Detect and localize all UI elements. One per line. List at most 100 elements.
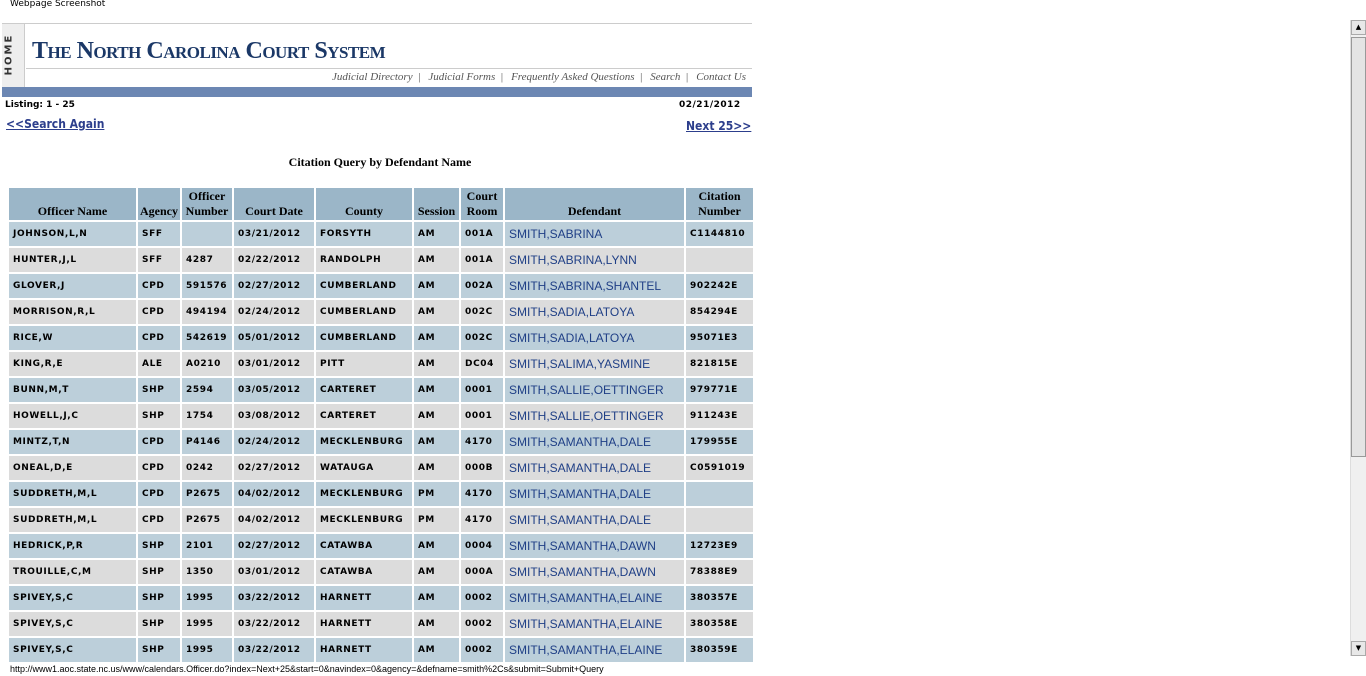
cell-agency: SFF [138, 248, 180, 272]
cell-court-room: 000B [461, 456, 503, 480]
cell-county: HARNETT [316, 612, 412, 636]
cell-session: AM [414, 352, 459, 376]
cell-defendant: SMITH,SADIA,LATOYA [505, 326, 684, 350]
defendant-link[interactable]: SMITH,SALIMA,YASMINE [509, 357, 651, 371]
cell-session: AM [414, 586, 459, 610]
defendant-link[interactable]: SMITH,SAMANTHA,DAWN [509, 539, 656, 553]
cell-court-date: 04/02/2012 [234, 508, 314, 532]
column-header-agency: Agency [138, 188, 180, 220]
scroll-up-button[interactable]: ▲ [1351, 20, 1366, 35]
site-logo[interactable]: The North Carolina Court System [32, 38, 386, 64]
defendant-link[interactable]: SMITH,SABRINA [509, 227, 603, 241]
cell-session: AM [414, 378, 459, 402]
defendant-link[interactable]: SMITH,SAMANTHA,DALE [509, 487, 652, 501]
top-nav: Judicial Directory | Judicial Forms | Freq… [332, 71, 746, 83]
nav-contact-us[interactable]: Contact Us [696, 71, 746, 83]
defendant-link[interactable]: SMITH,SAMANTHA,ELAINE [509, 591, 663, 605]
cell-citation-number: 179955E [686, 430, 753, 454]
cell-court-room: 4170 [461, 508, 503, 532]
cell-agency: ALE [138, 352, 180, 376]
cell-session: AM [414, 326, 459, 350]
table-row: HEDRICK,P,R SHP 2101 02/27/2012 CATAWBA AM 000… [9, 534, 753, 558]
cell-citation-number: C0591019 [686, 456, 753, 480]
cell-court-room: 0002 [461, 586, 503, 610]
cell-court-room: 0001 [461, 378, 503, 402]
cell-county: MECKLENBURG [316, 508, 412, 532]
nav-judicial-forms[interactable]: Judicial Forms [428, 71, 496, 83]
cell-citation-number: 12723E9 [686, 534, 753, 558]
cell-defendant: SMITH,SABRINA,SHANTEL [505, 274, 684, 298]
column-header-officer-number: Officer Number [182, 188, 232, 220]
cell-court-date: 02/24/2012 [234, 300, 314, 324]
defendant-link[interactable]: SMITH,SABRINA,LYNN [509, 253, 637, 267]
cell-citation-number: 979771E [686, 378, 753, 402]
defendant-link[interactable]: SMITH,SADIA,LATOYA [509, 331, 635, 345]
defendant-link[interactable]: SMITH,SAMANTHA,ELAINE [509, 643, 663, 657]
defendant-link[interactable]: SMITH,SAMANTHA,DAWN [509, 565, 656, 579]
cell-session: AM [414, 534, 459, 558]
cell-agency: CPD [138, 326, 180, 350]
cell-court-date: 02/22/2012 [234, 248, 314, 272]
cell-court-date: 02/27/2012 [234, 274, 314, 298]
cell-court-room: 001A [461, 248, 503, 272]
cell-session: AM [414, 430, 459, 454]
cell-session: AM [414, 612, 459, 636]
cell-defendant: SMITH,SAMANTHA,DALE [505, 482, 684, 506]
next-25-link[interactable]: Next 25>> [686, 119, 752, 133]
cell-agency: SHP [138, 586, 180, 610]
home-tab[interactable]: HOME [2, 24, 25, 88]
cell-officer-name: HEDRICK,P,R [9, 534, 136, 558]
cell-county: HARNETT [316, 638, 412, 662]
column-header-county: County [316, 188, 412, 220]
column-header-court-room: Court Room [461, 188, 503, 220]
nav-faq[interactable]: Frequently Asked Questions [511, 71, 635, 83]
cell-officer-number: 1995 [182, 612, 232, 636]
cell-agency: SHP [138, 560, 180, 584]
scroll-thumb[interactable] [1351, 37, 1366, 457]
cell-defendant: SMITH,SAMANTHA,DALE [505, 430, 684, 454]
table-row: MORRISON,R,L CPD 494194 02/24/2012 CUMBERLAN… [9, 300, 753, 324]
search-again-link[interactable]: <<Search Again [6, 117, 105, 131]
nav-separator: | [417, 71, 421, 83]
column-header-citation-number: Citation Number [686, 188, 753, 220]
vertical-scrollbar[interactable]: ▲ ▼ [1350, 20, 1366, 656]
cell-officer-number: 1995 [182, 638, 232, 662]
scroll-down-button[interactable]: ▼ [1351, 641, 1366, 656]
cell-officer-name: SUDDRETH,M,L [9, 508, 136, 532]
cell-officer-number: P2675 [182, 508, 232, 532]
citation-table: Officer Name Agency Officer Number Court Da… [7, 186, 755, 664]
cell-officer-name: TROUILLE,C,M [9, 560, 136, 584]
column-header-officer-name: Officer Name [9, 188, 136, 220]
cell-court-date: 03/21/2012 [234, 222, 314, 246]
defendant-link[interactable]: SMITH,SAMANTHA,DALE [509, 513, 652, 527]
cell-court-room: 4170 [461, 430, 503, 454]
cell-defendant: SMITH,SALLIE,OETTINGER [505, 404, 684, 428]
defendant-link[interactable]: SMITH,SALLIE,OETTINGER [509, 383, 664, 397]
cell-officer-name: SPIVEY,S,C [9, 638, 136, 662]
nav-separator: | [639, 71, 643, 83]
current-date: 02/21/2012 [679, 100, 741, 110]
cell-agency: CPD [138, 508, 180, 532]
defendant-link[interactable]: SMITH,SAMANTHA,DALE [509, 435, 652, 449]
defendant-link[interactable]: SMITH,SAMANTHA,DALE [509, 461, 652, 475]
table-row: SUDDRETH,M,L CPD P2675 04/02/2012 MECKLENBUR… [9, 482, 753, 506]
table-row: JOHNSON,L,N SFF 03/21/2012 FORSYTH AM 001A SMI… [9, 222, 753, 246]
defendant-link[interactable]: SMITH,SAMANTHA,ELAINE [509, 617, 663, 631]
defendant-link[interactable]: SMITH,SABRINA,SHANTEL [509, 279, 662, 293]
cell-court-room: 4170 [461, 482, 503, 506]
cell-officer-name: GLOVER,J [9, 274, 136, 298]
cell-citation-number: 78388E9 [686, 560, 753, 584]
cell-officer-number [182, 222, 232, 246]
defendant-link[interactable]: SMITH,SADIA,LATOYA [509, 305, 635, 319]
cell-officer-name: ONEAL,D,E [9, 456, 136, 480]
nav-separator: | [500, 71, 504, 83]
nav-search[interactable]: Search [650, 71, 681, 83]
defendant-link[interactable]: SMITH,SALLIE,OETTINGER [509, 409, 664, 423]
cell-county: RANDOLPH [316, 248, 412, 272]
nav-judicial-directory[interactable]: Judicial Directory [332, 71, 413, 83]
cell-officer-number: 4287 [182, 248, 232, 272]
cell-citation-number: 902242E [686, 274, 753, 298]
cell-officer-number: 1754 [182, 404, 232, 428]
cell-court-date: 02/27/2012 [234, 534, 314, 558]
cell-agency: CPD [138, 300, 180, 324]
